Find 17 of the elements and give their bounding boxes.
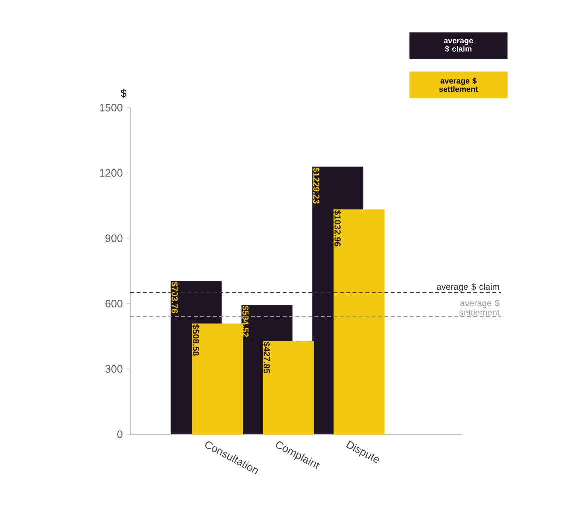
data-label: $703.76 — [171, 282, 178, 314]
y-tick-label: 1500 — [100, 104, 123, 112]
data-label: $508.58 — [192, 324, 200, 356]
bar — [334, 210, 385, 435]
y-tick-label: 900 — [106, 234, 123, 242]
y-tick-label: 0 — [118, 430, 123, 438]
ref-line-label: average $ settlement — [460, 300, 500, 316]
data-label: $1032.96 — [334, 210, 342, 247]
y-tick-label: 600 — [106, 300, 123, 308]
ref-line-label: average $ claim — [437, 284, 500, 292]
y-tick-label: 1200 — [100, 170, 123, 178]
data-label: $1229.23 — [312, 168, 320, 204]
bar — [192, 324, 244, 435]
y-axis-title: $ — [121, 89, 127, 98]
bar — [262, 341, 314, 435]
data-label: $427.85 — [263, 342, 270, 374]
y-tick-label: 300 — [106, 365, 123, 374]
